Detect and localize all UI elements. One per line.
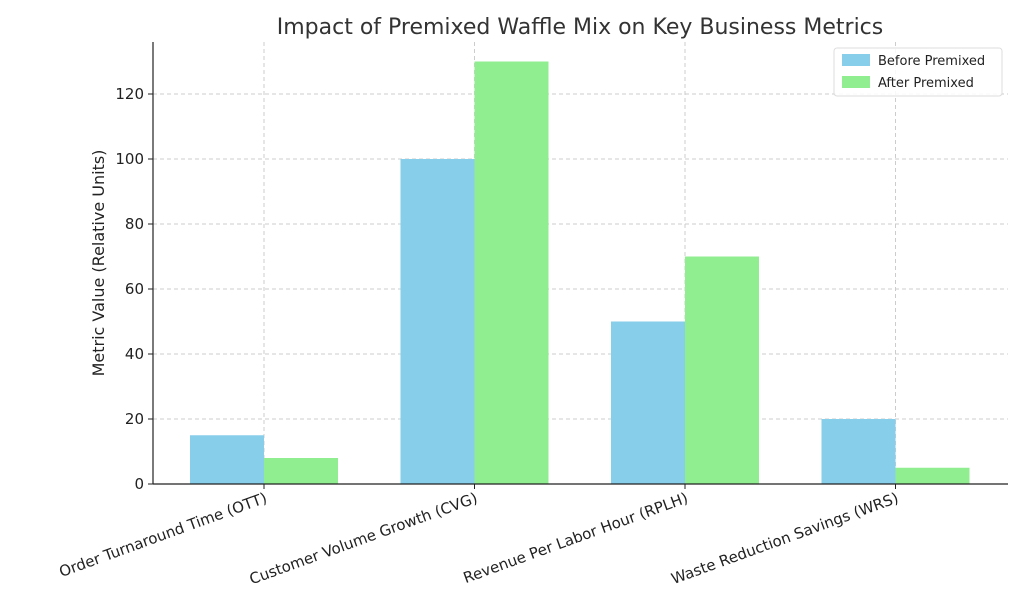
bars — [190, 61, 970, 484]
legend-label-before: Before Premixed — [878, 54, 985, 69]
gridlines — [153, 42, 1008, 484]
bar-before-1 — [400, 159, 475, 484]
x-tick-label: Customer Volume Growth (CVG) — [247, 489, 480, 588]
y-tick-label: 60 — [125, 280, 144, 298]
y-axis-label: Metric Value (Relative Units) — [89, 150, 108, 377]
bar-after-2 — [685, 256, 759, 484]
bar-after-1 — [474, 61, 549, 484]
legend-label-after: After Premixed — [878, 76, 974, 91]
y-tick-label: 100 — [115, 150, 144, 168]
legend-swatch-after — [842, 76, 870, 88]
legend-box — [833, 47, 1003, 97]
y-tick-label: 20 — [125, 410, 144, 428]
bar-before-0 — [190, 435, 264, 484]
chart-title: Impact of Premixed Waffle Mix on Key Bus… — [277, 15, 884, 40]
x-tick-label: Revenue Per Labor Hour (RPLH) — [461, 489, 690, 587]
y-tick-label: 80 — [125, 215, 144, 233]
y-ticks: 0 20 40 60 80 100 120 — [115, 85, 153, 493]
legend-swatch-before — [842, 54, 870, 66]
y-tick-label: 120 — [115, 85, 144, 103]
y-tick-label: 40 — [125, 345, 144, 363]
bar-before-3 — [821, 419, 896, 484]
y-tick-label: 0 — [134, 475, 144, 493]
x-tick-label: Waste Reduction Savings (WRS) — [669, 489, 901, 588]
legend: Before Premixed After Premixed — [833, 47, 1003, 97]
x-tick-label: Order Turnaround Time (OTT) — [57, 489, 270, 581]
axes — [152, 42, 1008, 485]
bar-after-0 — [264, 458, 338, 484]
x-ticks: Order Turnaround Time (OTT)Customer Volu… — [57, 484, 901, 588]
bar-after-3 — [895, 467, 970, 484]
bar-before-2 — [611, 321, 685, 484]
